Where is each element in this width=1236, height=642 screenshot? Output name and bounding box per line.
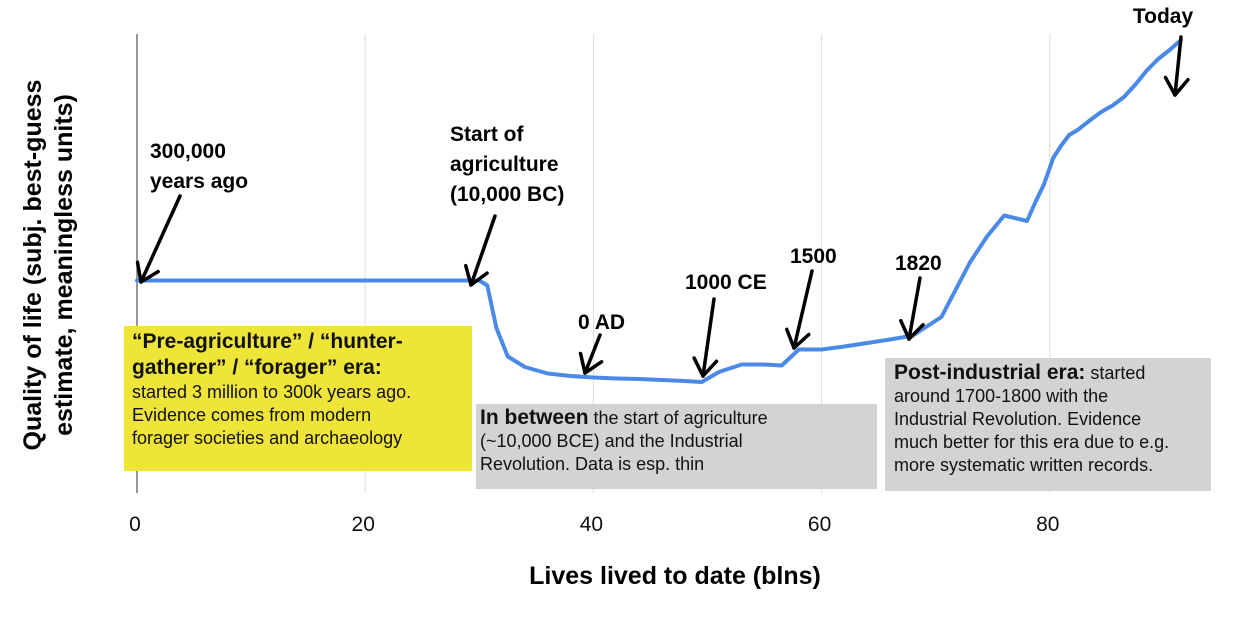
x-tick-40: 40	[580, 513, 603, 536]
post-industrial-body-1: started	[1085, 363, 1146, 383]
annotation-agri: Start of agriculture (10,000 BC)	[450, 123, 564, 287]
in-between-body-3: Revolution. Data is esp. thin	[480, 454, 705, 474]
x-tick-80: 80	[1036, 513, 1059, 536]
annotation-ad0-arrow-shaft	[583, 333, 602, 375]
annotation-y1500-arrow-head	[785, 327, 811, 350]
post-industrial-body-5: more systematic written records.	[894, 455, 1154, 475]
annotation-start-line-1: 300,000	[150, 140, 226, 163]
annotation-agri-line-1: Start of	[450, 123, 525, 146]
annotation-agri-arrow-head	[464, 263, 489, 287]
y-axis-label: Quality of life (subj. best-guess estima…	[19, 79, 78, 451]
annotation-y1820: 1820	[895, 252, 942, 341]
annotation-today-arrow-shaft	[1173, 35, 1183, 97]
pre-agriculture-box: “Pre-agriculture” / “hunter- gatherer” /…	[124, 326, 472, 471]
in-between-body-1: the start of agriculture	[588, 408, 768, 428]
annotation-y1500-arrow-shaft	[792, 269, 814, 350]
annotation-y1500-line-1: 1500	[790, 245, 837, 268]
annotation-start: 300,000 years ago	[135, 140, 248, 284]
annotation-today: Today	[1133, 5, 1194, 97]
post-industrial-heading: Post-industrial era:	[894, 361, 1086, 384]
in-between-heading: In between	[480, 406, 589, 429]
x-axis-label: Lives lived to date (blns)	[529, 562, 821, 590]
annotation-ad0-arrow-head	[578, 351, 604, 375]
annotation-agri-arrow-shaft	[469, 214, 497, 287]
annotation-today-line-1: Today	[1133, 5, 1194, 28]
series-line	[135, 38, 1183, 384]
pre-agriculture-body-3: forager societies and archaeology	[132, 428, 403, 448]
annotation-y1820-line-1: 1820	[895, 252, 942, 275]
pre-agriculture-heading-1: “Pre-agriculture” / “hunter-	[132, 330, 403, 353]
pre-agriculture-body-1: started 3 million to 300k years ago.	[132, 382, 412, 402]
post-industrial-box: Post-industrial era: started around 1700…	[885, 358, 1211, 491]
annotation-ce1000-arrow-head	[692, 356, 719, 378]
annotation-ce1000-arrow-shaft	[701, 297, 716, 378]
annotation-agri-line-2: agriculture	[450, 153, 559, 176]
post-industrial-body-2: around 1700-1800 with the	[894, 386, 1109, 406]
annotation-ce1000-line-1: 1000 CE	[685, 271, 767, 294]
annotation-start-line-2: years ago	[150, 170, 248, 193]
annotation-agri-line-3: (10,000 BC)	[450, 183, 564, 206]
annotation-ce1000: 1000 CE	[685, 271, 767, 378]
annotation-ad0: 0 AD	[578, 311, 625, 375]
x-tick-0: 0	[129, 513, 141, 536]
in-between-box: In between the start of agriculture (~10…	[476, 404, 877, 489]
annotation-today-arrow-head	[1163, 75, 1190, 97]
pre-agriculture-body-2: Evidence comes from modern	[132, 405, 372, 425]
annotation-start-arrow-head	[135, 260, 160, 284]
annotation-start-arrow-shaft	[139, 194, 182, 284]
annotation-ad0-line-1: 0 AD	[578, 311, 625, 334]
in-between-body-2: (~10,000 BCE) and the Industrial	[480, 431, 743, 451]
annotation-y1820-arrow-head	[899, 319, 925, 341]
x-tick-labels: 0 20 40 60 80	[129, 513, 1059, 536]
series-layer	[135, 38, 1183, 384]
annotations-layer: 300,000 years ago Start of agriculture (10,0…	[135, 5, 1194, 378]
post-industrial-body-4: much better for this era due to e.g.	[894, 432, 1170, 452]
x-tick-60: 60	[808, 513, 831, 536]
annotation-y1820-arrow-shaft	[907, 276, 922, 341]
post-industrial-body-3: Industrial Revolution. Evidence	[894, 409, 1142, 429]
annotation-y1500: 1500	[785, 245, 837, 350]
x-tick-20: 20	[352, 513, 375, 536]
pre-agriculture-heading-2: gatherer” / “forager” era:	[132, 356, 382, 379]
y-axis-label-wrap: Quality of life (subj. best-guess estima…	[4, 50, 94, 480]
